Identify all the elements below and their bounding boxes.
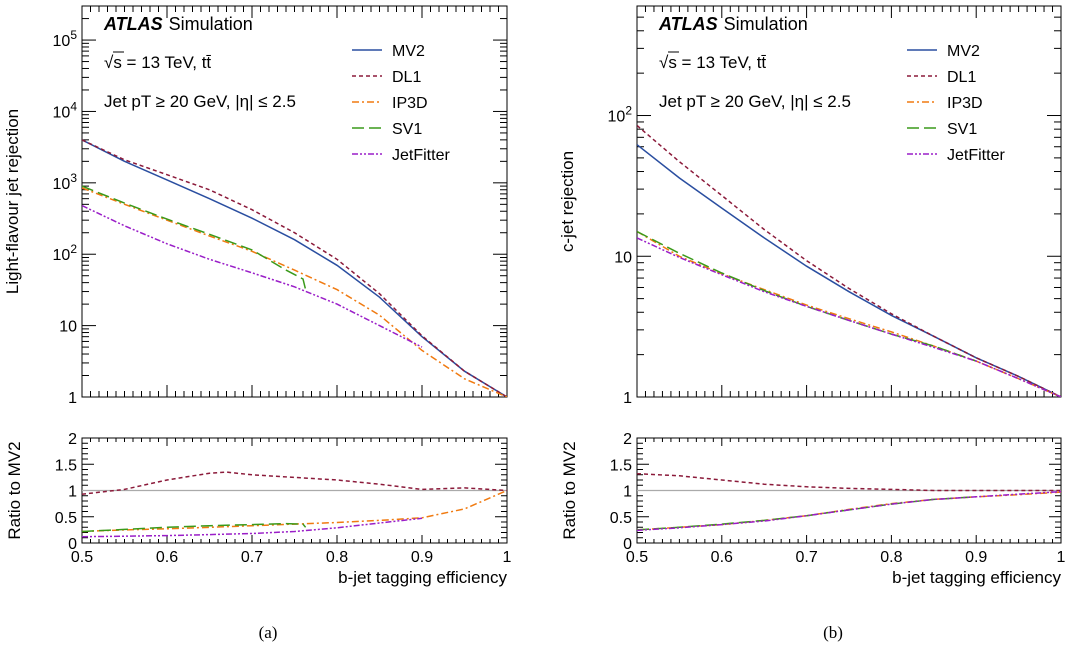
series-line-dl1 <box>82 139 507 397</box>
series-line-dl1 <box>637 124 1061 397</box>
series-line-jetfitter <box>637 237 1061 397</box>
legend-label-jetfitter: JetFitter <box>947 147 1005 164</box>
ratio-y-tick-label: 2 <box>68 431 77 448</box>
x-tick-label: 0.9 <box>965 549 987 566</box>
ratio-series-line-dl1 <box>637 472 1061 492</box>
panel-caption-b: (b) <box>823 623 843 642</box>
ratio-y-tick-label: 0 <box>623 536 632 553</box>
annotation-jet-selection: Jet pT ≥ 20 GeV, |η| ≤ 2.5 <box>104 92 296 111</box>
legend-label-ip3d: IP3D <box>392 95 428 112</box>
y-tick-label: 105 <box>53 28 78 50</box>
legend-label-dl1: DL1 <box>947 69 976 86</box>
ratio-y-tick-label: 1.5 <box>610 457 632 474</box>
ratio-series-line-sv1 <box>637 496 977 531</box>
ratio-y-axis-label: Ratio to MV2 <box>560 441 579 539</box>
x-tick-label: 1 <box>503 549 512 566</box>
y-axis-label: c-jet rejection <box>558 151 577 252</box>
x-tick-label: 0.5 <box>626 549 648 566</box>
x-tick-label: 0.5 <box>71 549 93 566</box>
y-tick-label: 10 <box>59 319 77 336</box>
ratio-y-tick-label: 0 <box>68 536 77 553</box>
legend-label-jetfitter: JetFitter <box>392 147 450 164</box>
ratio-y-tick-label: 1.5 <box>55 457 77 474</box>
x-tick-label: 0.7 <box>241 549 263 566</box>
panel-caption-a: (a) <box>258 623 278 642</box>
x-tick-label: 0.8 <box>326 549 348 566</box>
chart-panel-b: 0.5 0.6 0.7 0.8 0.9 1 b-jet tagging efficiency… <box>558 5 1066 587</box>
ratio-series-line-jetfitter <box>637 490 1061 532</box>
y-tick-label: 10 <box>614 249 632 266</box>
legend-label-ip3d: IP3D <box>947 95 983 112</box>
annotation-energy: √s = 13 TeV, tt̄ <box>104 53 212 72</box>
series-line-sv1 <box>82 185 307 290</box>
x-axis-label: b-jet tagging efficiency <box>338 568 507 587</box>
chart-panel-a: 0.5 0.6 0.7 0.8 0.9 1 b-jet tagging efficiency… <box>3 5 512 587</box>
y-tick-label: 102 <box>608 104 633 126</box>
legend-label-dl1: DL1 <box>392 69 421 86</box>
ratio-y-tick-label: 1 <box>68 484 77 501</box>
ratio-y-tick-label: 1 <box>623 484 632 501</box>
series-line-mv2 <box>82 139 507 397</box>
x-tick-label: 0.6 <box>156 549 178 566</box>
ratio-series-line-ip3d <box>637 491 1061 531</box>
experiment-label: ATLAS Simulation <box>658 14 808 34</box>
ratio-series-line-jetfitter <box>82 517 423 538</box>
main-curves <box>82 139 507 397</box>
ratio-y-tick-label: 0.5 <box>55 510 77 527</box>
series-line-jetfitter <box>82 204 423 348</box>
ratio-series-line-ip3d <box>82 489 507 533</box>
main-curves <box>637 124 1061 397</box>
y-tick-label: 1 <box>623 390 632 407</box>
y-axis-label: Light-flavour jet rejection <box>3 109 22 294</box>
ratio-y-tick-label: 2 <box>623 431 632 448</box>
ratio-curves <box>637 472 1061 532</box>
ratio-series-line-dl1 <box>82 471 507 495</box>
series-line-mv2 <box>637 144 1061 397</box>
annotation-jet-selection: Jet pT ≥ 20 GeV, |η| ≤ 2.5 <box>659 92 851 111</box>
x-axis-label: b-jet tagging efficiency <box>892 568 1061 587</box>
annotation-energy: √s = 13 TeV, tt̄ <box>659 53 767 72</box>
x-tick-label: 0.8 <box>880 549 902 566</box>
x-tick-label: 0.9 <box>411 549 433 566</box>
y-tick-label: 104 <box>53 99 78 121</box>
y-tick-label: 103 <box>53 171 78 193</box>
series-line-sv1 <box>637 230 977 362</box>
x-tick-label: 0.7 <box>795 549 817 566</box>
ratio-y-axis-label: Ratio to MV2 <box>5 441 24 539</box>
series-line-ip3d <box>82 187 507 397</box>
legend-label-sv1: SV1 <box>947 121 977 138</box>
ratio-y-tick-label: 0.5 <box>610 510 632 527</box>
x-tick-label: 0.6 <box>711 549 733 566</box>
ratio-curves <box>82 471 507 538</box>
series-line-ip3d <box>637 230 1061 397</box>
legend-label-mv2: MV2 <box>947 43 980 60</box>
legend-label-sv1: SV1 <box>392 121 422 138</box>
y-tick-label: 1 <box>68 390 77 407</box>
y-tick-label: 102 <box>53 242 78 264</box>
legend-label-mv2: MV2 <box>392 43 425 60</box>
x-tick-label: 1 <box>1057 549 1066 566</box>
experiment-label: ATLAS Simulation <box>103 14 253 34</box>
